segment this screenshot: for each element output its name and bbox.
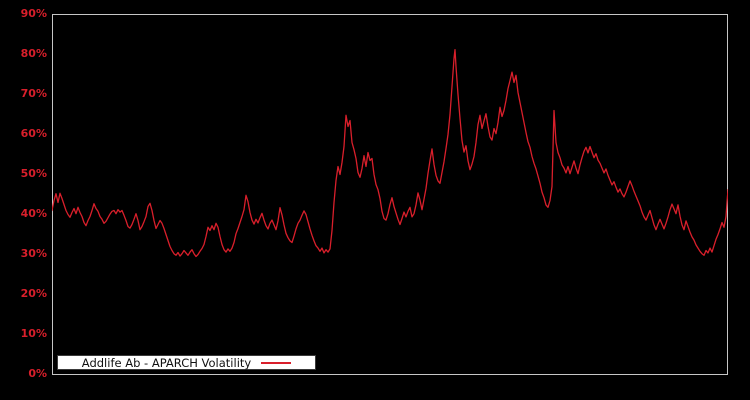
y-tick-label: 90% (20, 7, 47, 20)
y-axis: 0% 10% 20% 30% 40% 50% 60% 70% 80% 90% (0, 0, 47, 400)
legend: Addlife Ab - APARCH Volatility (57, 355, 316, 370)
plot-border (52, 14, 728, 375)
y-tick-label: 40% (20, 207, 47, 220)
y-tick-label: 80% (20, 47, 47, 60)
y-tick-label: 30% (20, 247, 47, 260)
volatility-line-series (52, 49, 728, 258)
y-tick-label: 10% (20, 327, 47, 340)
y-tick-label: 0% (28, 367, 47, 380)
y-tick-label: 50% (20, 167, 47, 180)
legend-series-label: Addlife Ab - APARCH Volatility (81, 355, 252, 370)
y-tick-label: 60% (20, 127, 47, 140)
plot-area (52, 14, 728, 375)
legend-line-sample-icon (261, 361, 292, 364)
y-tick-label: 20% (20, 287, 47, 300)
chart-canvas (52, 14, 728, 375)
y-tick-label: 70% (20, 87, 47, 100)
